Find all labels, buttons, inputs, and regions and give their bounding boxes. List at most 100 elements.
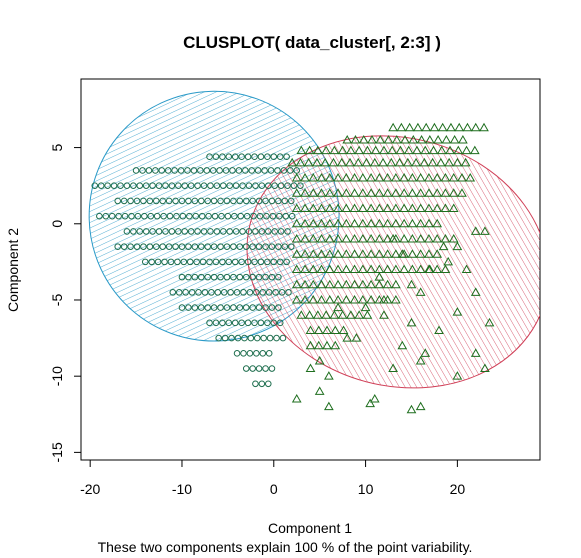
- cluster-2-point: [324, 279, 335, 289]
- cluster-1-point: [254, 167, 262, 174]
- cluster-2-point: [391, 249, 401, 258]
- cluster-2-point: [424, 173, 434, 182]
- cluster-1-point: [239, 182, 246, 189]
- cluster-2-point: [470, 226, 481, 235]
- cluster-2-point: [415, 218, 426, 228]
- cluster-2-point: [333, 234, 343, 243]
- cluster-1-point: [266, 334, 274, 342]
- cluster-2-point: [462, 122, 473, 132]
- cluster-2-point: [316, 279, 327, 289]
- cluster-1-point: [257, 258, 265, 266]
- cluster-1-point: [260, 334, 267, 342]
- cluster-2-point: [287, 157, 298, 167]
- cluster-1-point: [268, 365, 276, 372]
- cluster-1-point: [227, 289, 234, 296]
- cluster-1-point: [245, 182, 253, 189]
- cluster-2-point: [445, 145, 455, 155]
- cluster-1-point: [238, 258, 245, 266]
- data-points: [91, 122, 495, 414]
- cluster-1-point: [265, 289, 273, 296]
- cluster-1-point: [217, 273, 224, 281]
- cluster-1-point: [171, 167, 178, 174]
- cluster-1-point: [142, 182, 150, 189]
- y-tick-label: -15: [49, 442, 65, 462]
- cluster-2-point: [446, 122, 456, 132]
- cluster-1-point: [193, 258, 200, 266]
- cluster-2-point: [391, 134, 402, 144]
- cluster-1-point: [249, 365, 256, 372]
- cluster-1-point: [174, 258, 181, 266]
- cluster-1-point: [271, 228, 278, 235]
- cluster-2-point: [291, 203, 302, 213]
- cluster-1-point: [195, 289, 202, 296]
- cluster-1-point: [244, 153, 252, 161]
- cluster-1-point: [283, 153, 290, 161]
- cluster-2-point: [354, 310, 365, 319]
- cluster-2-point: [434, 325, 444, 334]
- cluster-1-point: [276, 319, 284, 327]
- cluster-2-point: [357, 294, 368, 304]
- cluster-1-point: [128, 212, 135, 220]
- cluster-2-point: [453, 145, 464, 155]
- cluster-2-point: [291, 218, 302, 228]
- cluster-1-point: [168, 182, 176, 189]
- cluster-2-point: [432, 234, 443, 243]
- cluster-2-point: [415, 355, 426, 365]
- cluster-2-point: [440, 173, 451, 182]
- cluster-1-point: [264, 319, 271, 327]
- cluster-2-point: [415, 401, 426, 411]
- cluster-2-point: [448, 234, 459, 243]
- cluster-2-point: [387, 145, 398, 155]
- cluster-2-point: [366, 249, 376, 258]
- cluster-2-point: [407, 188, 418, 197]
- cluster-1-point: [142, 228, 150, 235]
- y-axis-label: Component 2: [5, 228, 21, 312]
- cluster-1-point: [145, 167, 153, 174]
- cluster-1-point: [245, 228, 253, 235]
- cluster-1-point: [249, 197, 256, 205]
- cluster-1-point: [242, 197, 250, 205]
- cluster-1-point: [251, 319, 258, 327]
- cluster-2-point: [379, 294, 389, 304]
- cluster-2-point: [465, 173, 476, 182]
- cluster-1-point: [242, 304, 250, 311]
- x-tick-label: 0: [270, 481, 278, 497]
- cluster-1-point: [253, 350, 260, 357]
- cluster-2-point: [366, 218, 376, 228]
- cluster-1-point: [287, 167, 294, 174]
- cluster-2-point: [312, 145, 323, 155]
- cluster-1-point: [275, 212, 283, 220]
- cluster-2-point: [321, 310, 331, 319]
- cluster-2-point: [342, 333, 353, 342]
- cluster-2-point: [323, 371, 334, 380]
- cluster-1-point: [178, 273, 186, 281]
- cluster-1-point: [223, 197, 231, 205]
- cluster-2-point: [480, 226, 490, 235]
- cluster-2-point: [345, 157, 355, 167]
- cluster-1-point: [194, 182, 201, 189]
- cluster-2-point: [324, 249, 335, 258]
- x-tick-label: 20: [450, 481, 466, 497]
- cluster-2-point: [424, 264, 435, 273]
- cluster-1-point: [249, 243, 256, 250]
- cluster-1-point: [159, 243, 167, 250]
- cluster-2-point: [313, 325, 324, 334]
- cluster-1-point: [275, 273, 282, 281]
- cluster-1-point: [191, 304, 199, 311]
- cluster-1-point: [251, 153, 258, 161]
- cluster-2-point: [479, 122, 489, 132]
- cluster-2-point: [346, 145, 356, 155]
- cluster-1-point: [191, 243, 199, 250]
- cluster-1-point: [197, 197, 205, 205]
- cluster-1-point: [229, 167, 236, 174]
- cluster-2-point: [330, 325, 341, 334]
- cluster-1-point: [242, 243, 250, 250]
- cluster-2-point: [308, 264, 319, 273]
- cluster-1-point: [224, 212, 232, 220]
- cluster-1-point: [284, 182, 291, 189]
- cluster-2-point: [382, 264, 393, 273]
- cluster-2-point: [452, 371, 463, 380]
- cluster-2-point: [366, 234, 376, 243]
- cluster-1-point: [223, 273, 231, 281]
- cluster-1-point: [268, 273, 276, 281]
